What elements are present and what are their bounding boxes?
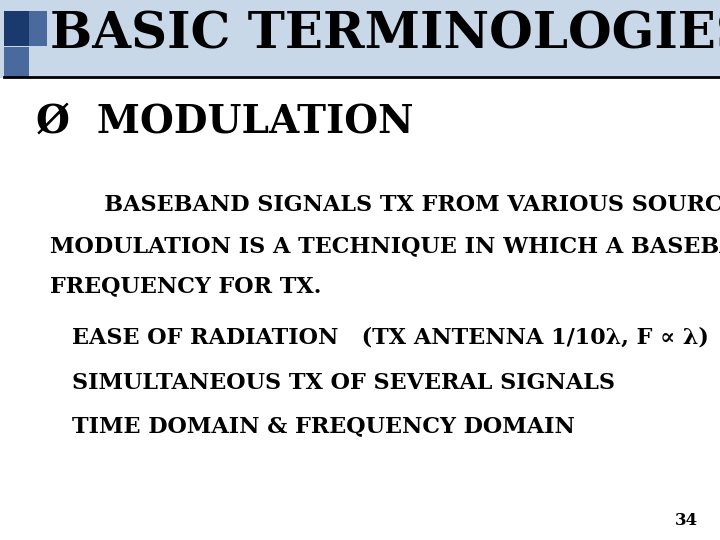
Text: TIME DOMAIN & FREQUENCY DOMAIN: TIME DOMAIN & FREQUENCY DOMAIN <box>72 416 575 437</box>
Bar <box>4 11 29 46</box>
Text: BASIC TERMINOLOGIES: BASIC TERMINOLOGIES <box>50 11 720 59</box>
Text: Ø  MODULATION: Ø MODULATION <box>36 103 413 140</box>
Text: EASE OF RADIATION   (TX ANTENNA 1/10λ, F ∝ λ): EASE OF RADIATION (TX ANTENNA 1/10λ, F ∝… <box>72 327 709 348</box>
Bar <box>0 0 720 78</box>
Text: SIMULTANEOUS TX OF SEVERAL SIGNALS: SIMULTANEOUS TX OF SEVERAL SIGNALS <box>72 373 615 394</box>
Text: FREQUENCY FOR TX.: FREQUENCY FOR TX. <box>50 275 322 298</box>
Text: BASEBAND SIGNALS TX FROM VARIOUS SOURCES ARE NOT SUITABLE FOR DIRECT TX OVER A C: BASEBAND SIGNALS TX FROM VARIOUS SOURCES… <box>50 194 720 217</box>
Bar <box>4 47 29 78</box>
Text: 34: 34 <box>675 512 698 529</box>
Text: MODULATION IS A TECHNIQUE IN WHICH A BASEBAND SIGNAL IS MIXED WITH A CARRIER SIG: MODULATION IS A TECHNIQUE IN WHICH A BAS… <box>50 235 720 257</box>
Bar <box>29 11 47 46</box>
